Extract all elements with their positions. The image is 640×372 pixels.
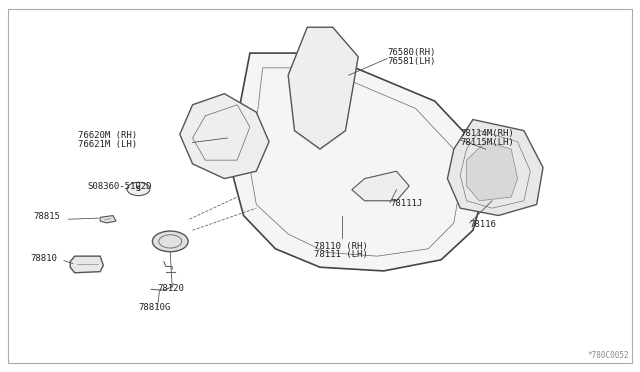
Text: 76621M (LH): 76621M (LH) bbox=[78, 140, 137, 149]
Text: 78810: 78810 bbox=[30, 254, 57, 263]
Text: 78111 (LH): 78111 (LH) bbox=[314, 250, 367, 259]
Text: S08360-5102D: S08360-5102D bbox=[88, 182, 152, 191]
Text: 76580(RH): 76580(RH) bbox=[387, 48, 435, 57]
Circle shape bbox=[127, 182, 150, 196]
Text: 78815: 78815 bbox=[33, 212, 60, 221]
Polygon shape bbox=[447, 119, 543, 215]
Text: 78110 (RH): 78110 (RH) bbox=[314, 242, 367, 251]
Polygon shape bbox=[231, 53, 486, 271]
Text: 78810G: 78810G bbox=[138, 303, 171, 312]
Text: 78116: 78116 bbox=[470, 219, 497, 229]
Text: 78114M(RH): 78114M(RH) bbox=[460, 129, 514, 138]
Text: 78120: 78120 bbox=[157, 284, 184, 293]
Polygon shape bbox=[70, 256, 103, 273]
Text: 78111J: 78111J bbox=[390, 199, 422, 208]
Polygon shape bbox=[100, 215, 116, 223]
Polygon shape bbox=[180, 94, 269, 179]
Polygon shape bbox=[352, 171, 409, 201]
Text: *780C0052: *780C0052 bbox=[588, 351, 629, 360]
Text: 76581(LH): 76581(LH) bbox=[387, 57, 435, 66]
Text: S: S bbox=[136, 186, 141, 192]
Text: 76620M (RH): 76620M (RH) bbox=[78, 131, 137, 140]
Polygon shape bbox=[288, 27, 358, 149]
Circle shape bbox=[152, 231, 188, 252]
Polygon shape bbox=[467, 142, 518, 201]
Text: 78115M(LH): 78115M(LH) bbox=[460, 138, 514, 147]
